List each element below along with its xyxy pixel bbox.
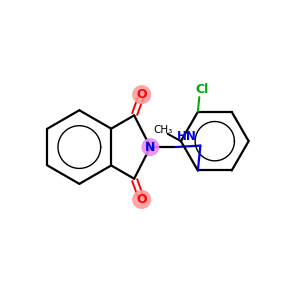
Text: O: O	[136, 88, 147, 101]
Circle shape	[133, 86, 151, 104]
Circle shape	[133, 190, 151, 208]
Text: CH₃: CH₃	[154, 125, 173, 135]
Text: N: N	[145, 141, 155, 154]
Text: Cl: Cl	[196, 83, 209, 96]
Circle shape	[142, 139, 159, 155]
Text: O: O	[136, 193, 147, 206]
Text: HN: HN	[176, 130, 196, 143]
